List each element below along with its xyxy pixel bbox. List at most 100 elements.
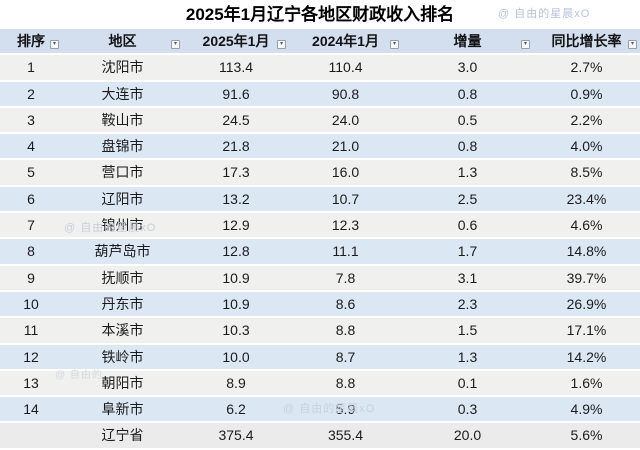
cell-rank: 1 (0, 54, 62, 82)
column-header-rank: 排序 ▾ (0, 29, 62, 56)
table-row: 9 抚顺市 10.9 7.8 3.1 39.7% (0, 264, 640, 292)
cell-rank: 4 (0, 133, 62, 161)
table-row: 8 葫芦岛市 12.8 11.1 1.7 14.8% (0, 238, 640, 266)
cell-rank: 11 (0, 317, 62, 345)
cell-region: 本溪市 (62, 317, 183, 345)
cell-region: 葫芦岛市 (62, 238, 183, 266)
filter-dropdown-icon[interactable]: ▾ (171, 40, 180, 50)
finance-ranking-table: 排序 ▾ 地区 ▾ 2025年1月 ▾ 2024年1月 ▾ 增量 ▾ (0, 29, 640, 450)
cell-v2024: 90.8 (289, 80, 402, 108)
page-title: 2025年1月辽宁各地区财政收入排名 (0, 0, 640, 29)
cell-v2025: 113.4 (183, 54, 289, 82)
cell-v2025: 21.8 (183, 133, 289, 161)
cell-v2024: 8.7 (289, 343, 402, 371)
cell-v2024: 8.8 (289, 317, 402, 345)
cell-v2024: 16.0 (289, 159, 402, 187)
cell-v2024: 8.8 (289, 369, 402, 398)
cell-v2025: 12.8 (183, 238, 289, 266)
cell-v2024: 110.4 (289, 54, 402, 82)
cell-v2025: 12.9 (183, 212, 289, 240)
cell-delta: 3.0 (402, 54, 533, 82)
cell-region: 大连市 (62, 80, 183, 108)
column-header-2024: 2024年1月 ▾ (289, 29, 402, 56)
cell-rank: 12 (0, 343, 62, 371)
cell-v2024: 12.3 (289, 212, 402, 240)
cell-growth: 1.6% (533, 369, 640, 398)
cell-rank: 9 (0, 264, 62, 292)
filter-dropdown-icon[interactable]: ▾ (390, 40, 399, 50)
cell-delta: 0.8 (402, 133, 533, 161)
cell-delta: 1.5 (402, 317, 533, 345)
table-row: 10 丹东市 10.9 8.6 2.3 26.9% (0, 290, 640, 319)
cell-v2025: 91.6 (183, 80, 289, 108)
table-row: 3 鞍山市 24.5 24.0 0.5 2.2% (0, 106, 640, 135)
cell-rank: 13 (0, 369, 62, 398)
cell-rank: 2 (0, 80, 62, 108)
cell-v2025: 10.0 (183, 343, 289, 371)
cell-region: 铁岭市 (62, 343, 183, 371)
column-header-delta: 增量 ▾ (402, 29, 533, 56)
filter-dropdown-icon[interactable]: ▾ (277, 40, 286, 50)
cell-growth: 0.9% (533, 80, 640, 108)
table-body: 1 沈阳市 113.4 110.4 3.0 2.7% 2 大连市 91.6 90.8 0.8 0.9%… (0, 54, 640, 450)
cell-growth: 2.2% (533, 106, 640, 135)
cell-v2024: 24.0 (289, 106, 402, 135)
cell-v2025: 10.9 (183, 264, 289, 292)
cell-growth: 2.7% (533, 54, 640, 82)
cell-growth: 26.9% (533, 290, 640, 319)
cell-rank: 14 (0, 396, 62, 424)
table-row: 13 朝阳市 8.9 8.8 0.1 1.6% (0, 369, 640, 398)
column-header-region: 地区 ▾ (62, 29, 183, 56)
cell-rank: 7 (0, 212, 62, 240)
filter-dropdown-icon[interactable]: ▾ (521, 40, 530, 50)
cell-v2025: 6.2 (183, 396, 289, 424)
column-header-growth: 同比增长率 ▾ (533, 29, 640, 56)
cell-rank: 6 (0, 185, 62, 214)
column-header-label: 2024年1月 (312, 33, 379, 49)
cell-growth: 14.8% (533, 238, 640, 266)
cell-v2024: 21.0 (289, 133, 402, 161)
cell-delta: 0.3 (402, 396, 533, 424)
watermark: @ 自由的星晨xO (498, 8, 591, 20)
watermark: @ 自由的星晨xO (283, 403, 376, 415)
cell-region: 沈阳市 (62, 54, 183, 82)
cell-v2025: 10.9 (183, 290, 289, 319)
column-header-label: 地区 (108, 33, 137, 49)
cell-rank (0, 422, 62, 450)
cell-growth: 39.7% (533, 264, 640, 292)
cell-delta: 0.8 (402, 80, 533, 108)
cell-delta: 2.3 (402, 290, 533, 319)
cell-growth: 23.4% (533, 185, 640, 214)
filter-dropdown-icon[interactable]: ▾ (50, 40, 59, 50)
cell-region: 朝阳市 (62, 369, 183, 398)
filter-dropdown-icon[interactable]: ▾ (628, 40, 637, 50)
cell-delta: 2.5 (402, 185, 533, 214)
table-row: 4 盘锦市 21.8 21.0 0.8 4.0% (0, 133, 640, 161)
cell-delta: 0.1 (402, 369, 533, 398)
cell-region: 辽宁省 (62, 422, 183, 450)
cell-delta: 1.3 (402, 343, 533, 371)
cell-v2025: 10.3 (183, 317, 289, 345)
cell-v2025: 13.2 (183, 185, 289, 214)
cell-v2024: 7.8 (289, 264, 402, 292)
cell-region: 辽阳市 (62, 185, 183, 214)
cell-v2025: 8.9 (183, 369, 289, 398)
cell-delta: 3.1 (402, 264, 533, 292)
cell-growth: 17.1% (533, 317, 640, 345)
watermark: @ 自由的星晨xO (64, 222, 157, 234)
cell-v2024: 10.7 (289, 185, 402, 214)
table-row: 12 铁岭市 10.0 8.7 1.3 14.2% (0, 343, 640, 371)
cell-v2025: 24.5 (183, 106, 289, 135)
cell-v2025: 375.4 (183, 422, 289, 450)
cell-region: 营口市 (62, 159, 183, 187)
cell-rank: 10 (0, 290, 62, 319)
cell-growth: 4.9% (533, 396, 640, 424)
cell-region: 盘锦市 (62, 133, 183, 161)
table-row: 14 阜新市 6.2 5.9 0.3 4.9% (0, 396, 640, 424)
cell-growth: 14.2% (533, 343, 640, 371)
header-row: 排序 ▾ 地区 ▾ 2025年1月 ▾ 2024年1月 ▾ 增量 ▾ (0, 29, 640, 56)
cell-rank: 8 (0, 238, 62, 266)
cell-delta: 1.3 (402, 159, 533, 187)
watermark: @ 自由的 (55, 370, 103, 381)
